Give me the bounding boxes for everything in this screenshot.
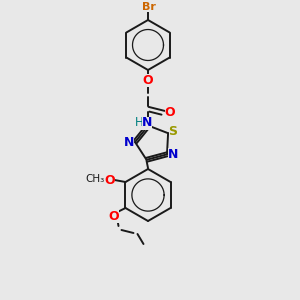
Text: N: N <box>124 136 134 148</box>
Text: S: S <box>169 125 178 138</box>
Text: O: O <box>108 209 119 223</box>
Text: H: H <box>135 116 143 130</box>
Text: N: N <box>168 148 178 161</box>
Text: CH₃: CH₃ <box>86 174 105 184</box>
Text: O: O <box>165 106 175 119</box>
Text: O: O <box>143 74 153 86</box>
Text: O: O <box>104 173 115 187</box>
Text: N: N <box>142 116 152 130</box>
Text: Br: Br <box>142 2 156 12</box>
